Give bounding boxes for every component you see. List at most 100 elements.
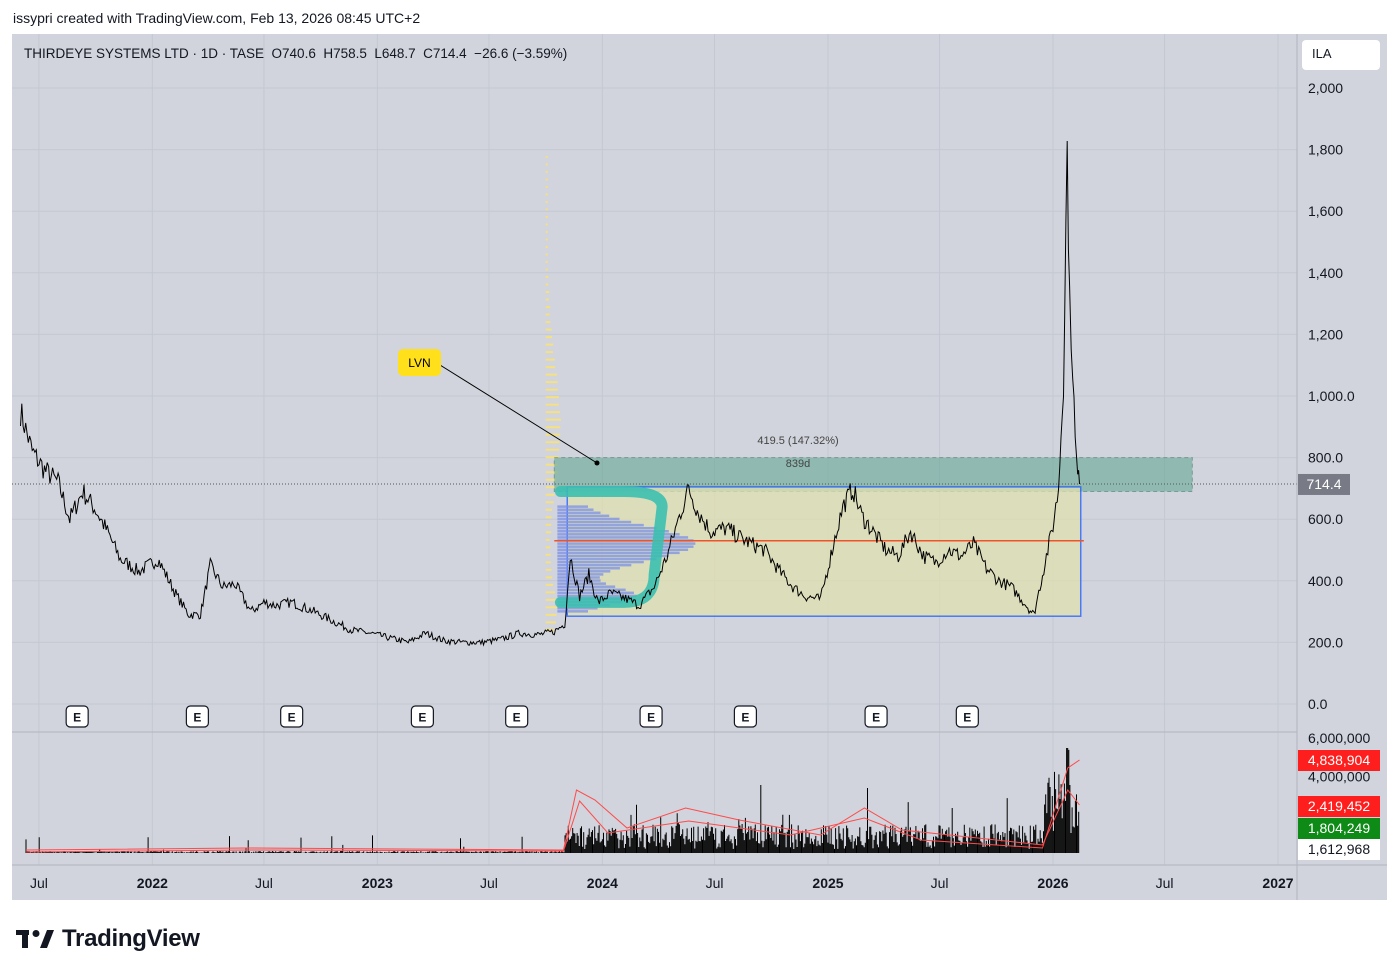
currency-button[interactable]: ILA bbox=[1302, 40, 1380, 70]
volume-profile-bar bbox=[546, 539, 550, 541]
earnings-marker[interactable]: E bbox=[186, 706, 208, 727]
volume-profile-row bbox=[557, 521, 631, 524]
volume-profile-bar bbox=[546, 329, 552, 331]
volume-profile-bar bbox=[546, 366, 556, 368]
earnings-marker-label: E bbox=[647, 711, 655, 725]
volume-profile-bar bbox=[546, 314, 550, 316]
volume-profile-row bbox=[557, 570, 610, 573]
volume-profile-bar bbox=[546, 284, 549, 286]
volume-profile-row bbox=[557, 527, 656, 530]
volume-value-label: 1,612,968 bbox=[1308, 841, 1370, 857]
y-tick-label: 1,600 bbox=[1308, 203, 1343, 219]
x-tick-label: Jul bbox=[480, 875, 498, 891]
y-tick-label: 1,000.0 bbox=[1308, 388, 1355, 404]
volume-profile-bar bbox=[546, 591, 555, 593]
volume-profile-bar bbox=[546, 336, 552, 338]
volume-profile-bar bbox=[546, 238, 548, 240]
x-tick-label: 2023 bbox=[362, 875, 393, 891]
volume-profile-bar bbox=[546, 486, 555, 488]
volume-profile-row bbox=[557, 508, 593, 511]
volume-value-label: 4,838,904 bbox=[1308, 752, 1370, 768]
earnings-marker[interactable]: E bbox=[506, 706, 528, 727]
earnings-marker-label: E bbox=[963, 711, 971, 725]
earnings-marker[interactable]: E bbox=[734, 706, 756, 727]
volume-profile-row bbox=[557, 536, 688, 539]
volume-profile-bar bbox=[546, 359, 555, 361]
volume-profile-bar bbox=[546, 531, 551, 533]
lvn-label: LVN bbox=[408, 356, 430, 370]
volume-profile-bar bbox=[546, 516, 552, 518]
volume-bars bbox=[26, 748, 1079, 853]
earnings-marker[interactable]: E bbox=[640, 706, 662, 727]
volume-profile-bar bbox=[546, 306, 550, 308]
volume-ma-line bbox=[26, 760, 1080, 852]
tradingview-logo: TradingView bbox=[16, 925, 200, 953]
lvn-callout-dot bbox=[595, 461, 600, 466]
x-tick-label: Jul bbox=[255, 875, 273, 891]
volume-profile-row bbox=[557, 542, 695, 545]
volume-profile-bar bbox=[546, 606, 557, 608]
volume-profile-bar bbox=[546, 419, 561, 421]
symbol-info-line: THIRDEYE SYSTEMS LTD · 1D · TASE O740.6 … bbox=[24, 46, 567, 61]
volume-value-label: 2,419,452 bbox=[1308, 798, 1370, 814]
volume-profile-bar bbox=[546, 299, 549, 301]
x-tick-label: Jul bbox=[706, 875, 724, 891]
earnings-marker[interactable]: E bbox=[281, 706, 303, 727]
earnings-marker[interactable]: E bbox=[865, 706, 887, 727]
volume-profile-bar bbox=[546, 509, 552, 511]
volume-profile-row bbox=[557, 515, 609, 518]
earnings-marker[interactable]: E bbox=[411, 706, 433, 727]
volume-profile-bar bbox=[546, 201, 548, 203]
volume-y-tick: 6,000,000 bbox=[1308, 730, 1370, 746]
y-tick-label: 1,400 bbox=[1308, 265, 1343, 281]
x-tick-label: Jul bbox=[30, 875, 48, 891]
volume-profile-bar bbox=[546, 411, 560, 413]
volume-profile-bar bbox=[546, 599, 557, 601]
earnings-markers[interactable]: EEEEEEEEE bbox=[66, 706, 978, 727]
y-tick-label: 1,800 bbox=[1308, 142, 1343, 158]
volume-profile-row bbox=[557, 545, 693, 548]
volume-profile-bar bbox=[546, 351, 553, 353]
volume-value-label: 1,804,249 bbox=[1308, 820, 1370, 836]
volume-profile-bar bbox=[546, 344, 553, 346]
x-tick-label: 2024 bbox=[587, 875, 618, 891]
y-tick-label: 1,200 bbox=[1308, 326, 1343, 342]
earnings-marker[interactable]: E bbox=[66, 706, 88, 727]
drawing-overlays[interactable]: 419.5 (147.32%) 839d LVN bbox=[398, 156, 1192, 631]
volume-profile-bar bbox=[546, 501, 554, 503]
volume-profile-bar bbox=[546, 524, 551, 526]
y-tick-label: 800.0 bbox=[1308, 450, 1343, 466]
volume-profile-row bbox=[557, 512, 600, 515]
earnings-marker-label: E bbox=[193, 711, 201, 725]
volume-profile-row bbox=[557, 530, 668, 533]
volume-profile-bar bbox=[546, 163, 548, 165]
tradingview-logo-text: TradingView bbox=[62, 925, 200, 953]
volume-profile-bar bbox=[546, 396, 559, 398]
earnings-marker[interactable]: E bbox=[956, 706, 978, 727]
volume-profile-row bbox=[557, 573, 603, 576]
grid bbox=[12, 34, 1297, 865]
volume-profile-row bbox=[557, 592, 634, 595]
volume-profile-bar bbox=[546, 231, 548, 233]
x-tick-label: 2025 bbox=[812, 875, 843, 891]
earnings-marker-label: E bbox=[418, 711, 426, 725]
tradingview-logo-icon bbox=[16, 928, 56, 950]
volume-profile-bar bbox=[546, 208, 548, 210]
volume-profile-bar bbox=[546, 561, 551, 563]
volume-profile-bar bbox=[546, 389, 558, 391]
volume-profile-bar bbox=[546, 441, 560, 443]
volume-profile-bar bbox=[546, 614, 557, 616]
measure-duration: 839d bbox=[786, 458, 810, 470]
volume-profile-bar bbox=[546, 223, 548, 225]
earnings-marker-label: E bbox=[741, 711, 749, 725]
earnings-marker-label: E bbox=[872, 711, 880, 725]
y-tick-label: 400.0 bbox=[1308, 573, 1343, 589]
volume-profile-row bbox=[557, 524, 643, 527]
volume-profile-bar bbox=[546, 381, 558, 383]
volume-profile-bar bbox=[546, 261, 548, 263]
last-price-label: 714.4 bbox=[1306, 476, 1341, 492]
volume-profile-bar bbox=[546, 216, 548, 218]
volume-profile-bar bbox=[546, 291, 550, 293]
volume-profile-bar bbox=[546, 449, 559, 451]
